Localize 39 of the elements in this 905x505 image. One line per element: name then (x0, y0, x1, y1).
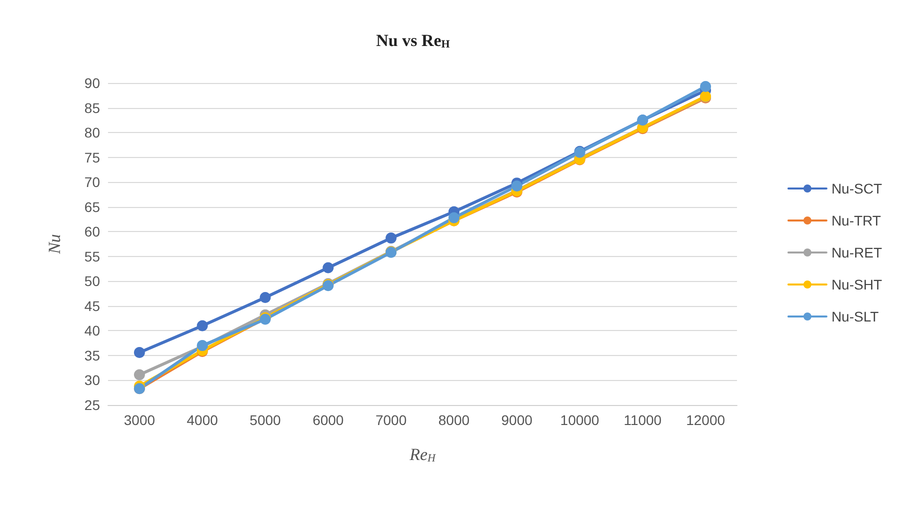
y-tick-label: 65 (84, 198, 100, 215)
y-tick-label: 70 (84, 174, 100, 190)
legend-label: Nu-RET (831, 244, 882, 260)
y-axis-title: Nu (45, 234, 64, 255)
point (134, 369, 145, 380)
x-tick-label: 11000 (624, 412, 662, 428)
y-tick-label: 45 (84, 298, 100, 314)
y-tick-label: 35 (84, 347, 100, 364)
x-tick-label: 10000 (560, 412, 600, 428)
legend-label: Nu-SCT (831, 180, 882, 196)
point (322, 262, 334, 274)
y-tick-label: 75 (84, 149, 100, 166)
y-tick-label: 40 (84, 322, 100, 339)
y-tick-label: 80 (84, 124, 100, 141)
point (511, 180, 522, 192)
x-tick-label: 5000 (250, 412, 282, 428)
legend-label: Nu-SLT (831, 308, 880, 324)
point (700, 80, 712, 92)
x-tick-label: 3000 (124, 412, 156, 428)
y-tick-label: 90 (84, 75, 100, 91)
y-tick-label: 25 (84, 397, 100, 413)
y-tick-label: 85 (84, 100, 100, 116)
point (260, 292, 271, 303)
point (196, 320, 208, 332)
x-tick-label: 4000 (186, 412, 218, 428)
y-tick-label: 60 (84, 224, 100, 240)
point (134, 346, 145, 358)
x-tick-label: 12000 (686, 412, 726, 428)
legend-label: Nu-SHT (831, 276, 882, 292)
point (386, 232, 397, 244)
x-tick-label: 6000 (312, 412, 344, 428)
x-tick-label: 9000 (501, 412, 533, 428)
y-tick-label: 30 (84, 372, 100, 388)
point (448, 212, 460, 224)
y-tick-label: 50 (84, 273, 100, 290)
x-tick-label: 8000 (438, 412, 470, 428)
x-tick-label: 7000 (375, 412, 407, 428)
legend-label: Nu-TRT (831, 212, 882, 228)
y-tick-label: 55 (84, 248, 100, 264)
